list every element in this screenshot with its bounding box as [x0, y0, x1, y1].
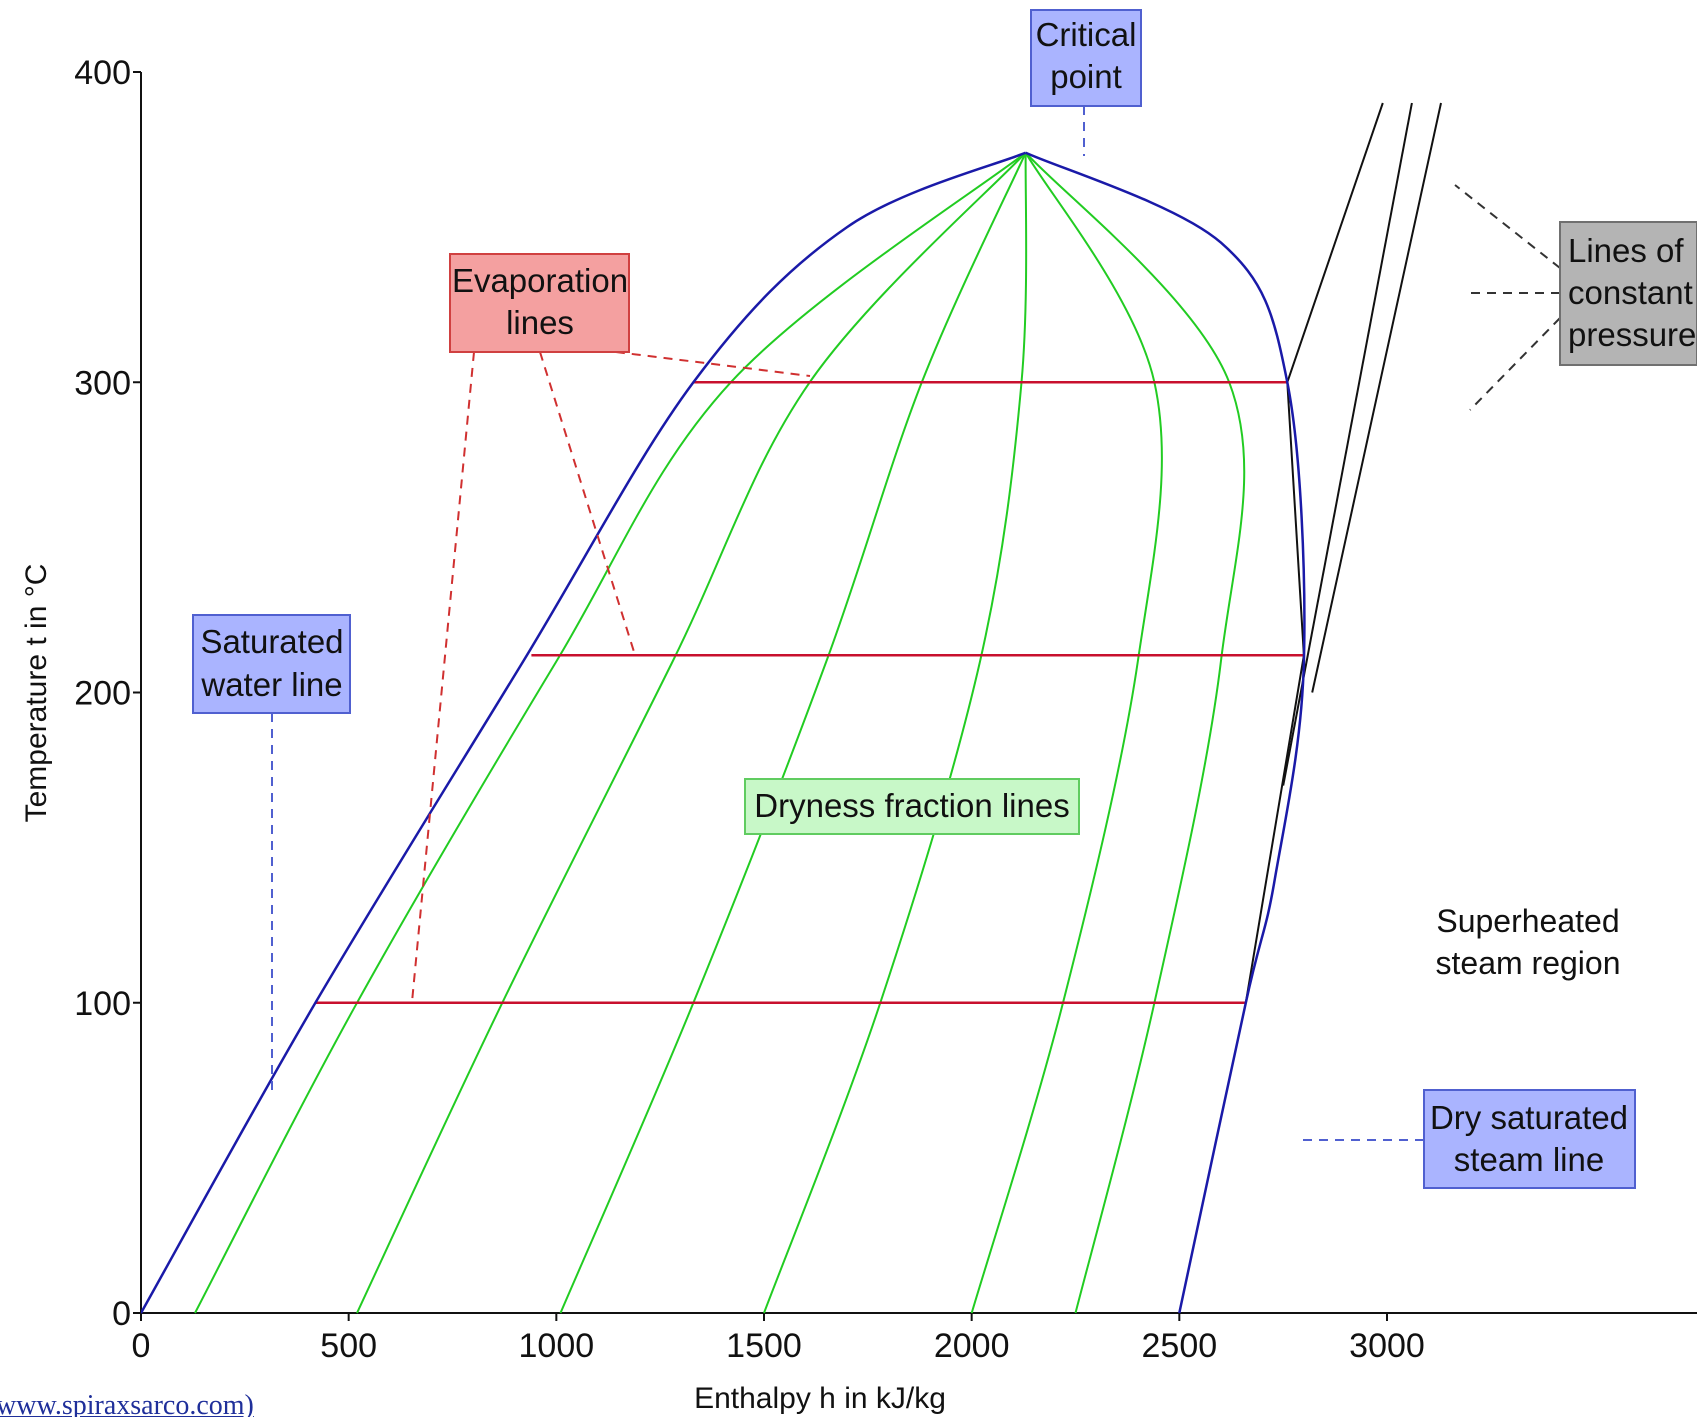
constant-pressure-label: Lines of constant pressure — [1559, 221, 1697, 366]
y-axis-title: Temperature t in °C — [20, 564, 53, 823]
pressure-leader-1 — [1454, 184, 1561, 269]
dryness-fraction-curve — [1024, 152, 1246, 1314]
dry-saturated-steam-line-label: Dry saturated steam line — [1423, 1089, 1636, 1189]
evaporation-leader-100 — [411, 351, 475, 1003]
saturation-dome — [141, 151, 1306, 1314]
y-tick-label: 0 — [112, 1295, 131, 1333]
svg-text:lines: lines — [506, 304, 574, 341]
evaporation-leader-212 — [539, 351, 636, 656]
source-credit[interactable]: www.spiraxsarco.com) — [0, 1390, 254, 1417]
evaporation-leader-300 — [599, 349, 811, 377]
constant-pressure-line — [1244, 102, 1384, 1003]
saturated-water-curve — [141, 151, 1027, 1314]
pressure-leader-3 — [1469, 317, 1561, 411]
evaporation-lines-label: Evaporation lines — [449, 253, 630, 353]
dryness-fraction-curves — [194, 151, 1246, 1314]
svg-text:steam region: steam region — [1436, 945, 1621, 981]
constant-pressure-line — [1311, 102, 1442, 693]
constant-pressure-lines — [1244, 102, 1442, 1003]
critical-point-label: Critical point — [1030, 9, 1142, 107]
svg-text:water line: water line — [200, 666, 342, 703]
superheated-region-label: Superheated steam region — [1436, 903, 1621, 981]
x-tick-label: 1500 — [726, 1327, 802, 1365]
axes: 0 500 1000 1500 2000 2500 3000 0 100 200 300 400 E… — [20, 54, 1697, 1415]
y-tick-label: 400 — [74, 54, 131, 92]
x-tick-label: 0 — [132, 1327, 151, 1365]
dryness-fraction-curve — [356, 152, 1027, 1314]
x-ticks: 0 500 1000 1500 2000 2500 3000 — [132, 1313, 1425, 1365]
dryness-fraction-curve — [559, 152, 1027, 1314]
svg-text:point: point — [1050, 58, 1122, 95]
svg-text:Dryness fraction lines: Dryness fraction lines — [754, 787, 1069, 824]
y-tick-label: 200 — [74, 675, 131, 713]
x-tick-label: 2000 — [934, 1327, 1010, 1365]
svg-text:constant: constant — [1568, 274, 1693, 311]
leader-lines — [271, 106, 1561, 1141]
svg-text:pressure: pressure — [1568, 316, 1696, 353]
y-tick-label: 300 — [74, 364, 131, 402]
dryness-fraction-curve — [970, 152, 1163, 1314]
y-ticks: 0 100 200 300 400 — [74, 54, 141, 1333]
svg-text:Lines of: Lines of — [1568, 232, 1684, 269]
evaporation-lines — [315, 381, 1304, 1004]
svg-text:Superheated: Superheated — [1436, 903, 1619, 939]
x-tick-label: 2500 — [1142, 1327, 1218, 1365]
svg-text:Evaporation: Evaporation — [452, 262, 628, 299]
dry-saturated-steam-curve — [1025, 151, 1306, 1314]
x-tick-label: 500 — [320, 1327, 377, 1365]
svg-text:Saturated: Saturated — [200, 623, 343, 660]
dryness-fraction-curve — [194, 151, 1027, 1314]
y-tick-label: 100 — [74, 985, 131, 1023]
dryness-fraction-label: Dryness fraction lines — [744, 778, 1080, 835]
x-tick-label: 3000 — [1349, 1327, 1425, 1365]
x-tick-label: 1000 — [519, 1327, 595, 1365]
svg-text:Dry saturated: Dry saturated — [1430, 1099, 1628, 1136]
svg-text:steam line: steam line — [1454, 1141, 1604, 1178]
dryness-fraction-curve — [763, 152, 1028, 1314]
svg-text:Critical: Critical — [1036, 16, 1137, 53]
x-axis-title: Enthalpy h in kJ/kg — [694, 1382, 946, 1415]
saturated-water-line-label: Saturated water line — [192, 614, 351, 714]
